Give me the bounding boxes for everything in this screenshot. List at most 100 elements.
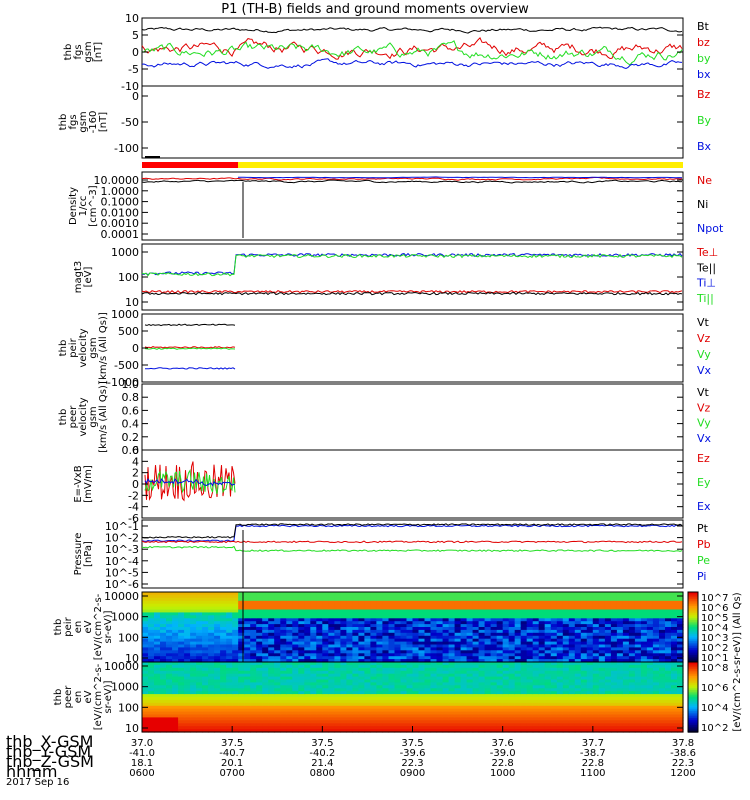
peir-ticklabel-0: 10000 xyxy=(104,590,139,603)
efield-ylabel-0: E=-VxB xyxy=(73,465,84,502)
peer-colorbar-label-1: 10^6 xyxy=(701,683,728,694)
eph-label-z: thb_Z-GSM xyxy=(6,752,94,771)
peer-colorbar-label-3: 10^2 xyxy=(701,723,728,734)
efield-ticklabel-0: 6 xyxy=(132,444,139,457)
peirv-line-Vx xyxy=(145,367,236,370)
temp-legend-3: Ti|| xyxy=(696,292,714,305)
peir-colorbar-seg-14 xyxy=(688,616,698,619)
peer-colorbar-seg-3 xyxy=(688,667,698,670)
temp-ti-perp xyxy=(141,252,683,276)
fgs2-legend-0: Bz xyxy=(697,88,711,101)
peir-ylabel-1: peir xyxy=(63,616,74,636)
temp-ti-par xyxy=(141,253,683,277)
peer-colorbar-seg-22 xyxy=(688,700,698,703)
peir-colorbar-seg-13 xyxy=(688,614,698,618)
density-legend-1: Ni xyxy=(697,198,708,211)
peer-colorbar-seg-11 xyxy=(688,681,698,684)
peirv-legend-2: Vy xyxy=(697,348,711,361)
peir-colorbar-seg-22 xyxy=(688,630,698,633)
peer-spectrogram xyxy=(142,662,684,733)
peir-colorbar-label-1: 10^6 xyxy=(701,603,728,614)
peir-colorbar-seg-30 xyxy=(688,644,698,647)
eph-0-value-0: 37.0 xyxy=(131,738,153,749)
peer-colorbar-frame xyxy=(687,661,699,733)
peerv-ticklabel-2: 0.6 xyxy=(122,404,140,417)
peir-colorbar-seg-17 xyxy=(688,621,698,625)
peir-colorbar-label-4: 10^3 xyxy=(701,633,728,644)
peir-colorbar-seg-25 xyxy=(688,635,698,639)
ephemeris-labels: thb_X-GSM thb_Y-GSM thb_Z-GSM hhmm xyxy=(6,734,94,780)
peir-colorbar-seg-31 xyxy=(688,646,698,649)
temp-ticklabel-2: 10 xyxy=(125,296,139,309)
peir-colorbar-seg-1 xyxy=(688,593,698,597)
eph-3-value-4: 1000 xyxy=(490,768,515,779)
eph-1-value-1: -40.7 xyxy=(219,748,245,759)
efield-ticklabel-1: 4 xyxy=(132,455,139,468)
fgs-line-bx xyxy=(141,58,683,70)
density-ticklabel-3: 0.0100 xyxy=(101,206,140,219)
peer-colorbar-seg-10 xyxy=(688,679,698,682)
fgs2-ticklabel-1: -50 xyxy=(121,116,139,129)
peerv-legend-2: Vy xyxy=(697,417,711,430)
peir-colorbar-seg-28 xyxy=(688,641,698,644)
fgs-legend-3: bx xyxy=(697,68,711,81)
peirv-line-Vz xyxy=(144,346,236,349)
peir-ylabel-2: en xyxy=(73,621,84,634)
fgs-ticklabel-2: 0 xyxy=(132,46,139,59)
peir-colorbar-seg-8 xyxy=(688,606,698,609)
peer-colorbar-seg-32 xyxy=(688,718,698,721)
density-ylabel-0: Density xyxy=(68,187,79,225)
peirv-ticklabel-4: -1000 xyxy=(107,376,139,389)
peerv-ticklabel-1: 0.8 xyxy=(122,391,140,404)
eph-1-value-0: -41.0 xyxy=(129,748,155,759)
peer-ylabel-2: en xyxy=(73,691,84,704)
pressure-ticklabel-4: 10^-5 xyxy=(105,566,139,579)
pressure-ticklabel-0: 10^-1 xyxy=(105,520,139,533)
peer-colorbar-seg-20 xyxy=(688,697,698,700)
peir-colorbar-label-6: 10^1 xyxy=(701,653,728,664)
pressure-pe xyxy=(141,545,683,552)
eph-2-value-4: 22.8 xyxy=(492,758,514,769)
peirv-line-Vy xyxy=(144,347,236,350)
peir-colorbar-seg-10 xyxy=(688,609,698,612)
peir-colorbar-seg-26 xyxy=(688,637,698,640)
peer-ylabel-5: sr-eV)] xyxy=(103,680,114,713)
temp-legend-2: Ti⊥ xyxy=(696,277,716,290)
peerv-ylabel-2: velocity xyxy=(78,397,89,436)
efield-ticklabel-4: -2 xyxy=(128,489,139,502)
peirv-legend-1: Vz xyxy=(697,332,711,345)
peer-ylabel-3: eV xyxy=(83,690,94,703)
eph-0-value-4: 37.6 xyxy=(492,738,514,749)
peir-colorbar-label-3: 10^4 xyxy=(701,623,728,634)
temp-te-perp xyxy=(141,289,683,294)
density-ne xyxy=(141,177,683,181)
eph-3-value-1: 0700 xyxy=(219,768,244,779)
peir-colorbar-seg-20 xyxy=(688,627,698,630)
peir-colorbar-seg-12 xyxy=(688,613,698,616)
eph-2-value-1: 20.1 xyxy=(221,758,243,769)
page-title: P1 (TH-B) fields and ground moments over… xyxy=(221,2,529,17)
fgs2-legend-2: Bx xyxy=(697,140,712,153)
peir-colorbar-seg-27 xyxy=(688,639,698,642)
fgs2-ylabel-4: [nT] xyxy=(98,112,109,132)
panel-density-frame xyxy=(141,171,684,241)
density-ticklabel-0: 10.0000 xyxy=(94,174,140,187)
fgs-legend-2: by xyxy=(697,52,711,65)
peer-colorbar-seg-9 xyxy=(688,677,698,681)
eph-3-value-3: 0900 xyxy=(400,768,425,779)
peir-colorbar-seg-37 xyxy=(688,656,698,660)
pressure-legend-3: Pi xyxy=(697,570,706,583)
density-ticklabel-2: 0.1000 xyxy=(101,196,140,209)
peer-colorbar-seg-34 xyxy=(688,721,698,724)
efield-ylabel-1: [mV/m] xyxy=(83,465,94,503)
pressure-pi xyxy=(141,524,683,542)
peer-colorbar-seg-16 xyxy=(688,690,698,693)
peer-colorbar-seg-24 xyxy=(688,704,698,707)
peir-colorbar-seg-2 xyxy=(688,595,698,598)
peir-ylabel-3: eV xyxy=(83,620,94,633)
peir-colorbar-seg-33 xyxy=(688,649,698,653)
temp-legend-1: Te|| xyxy=(696,261,716,274)
peir-colorbar-label-0: 10^7 xyxy=(701,593,728,604)
peerv-legend-3: Vx xyxy=(697,432,712,445)
peer-ticklabel-1: 1000 xyxy=(111,681,139,694)
